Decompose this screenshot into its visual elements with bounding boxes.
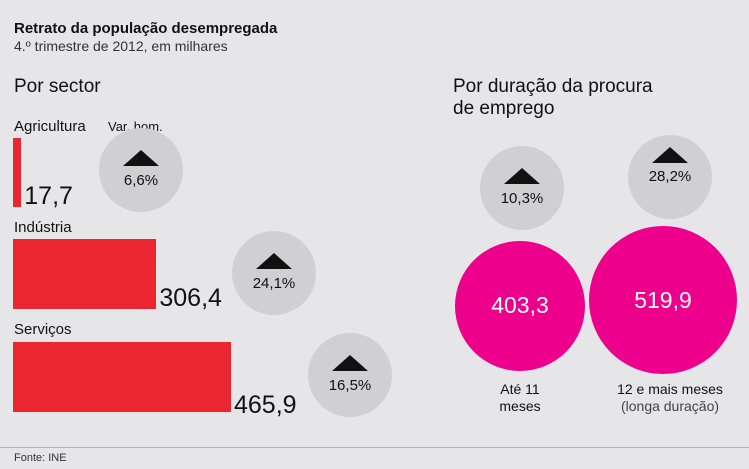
bubble-value: 519,9 (634, 286, 692, 313)
change-circle: 28,2% (628, 135, 712, 219)
chart-subtitle: 4.º trimestre de 2012, em milhares (14, 38, 228, 54)
change-circle: 24,1% (232, 231, 316, 315)
chart-title: Retrato da população desempregada (14, 20, 278, 37)
change-circle: 10,3% (480, 146, 564, 230)
bar-servicos (13, 342, 231, 412)
bar-agricultura (13, 138, 22, 207)
arrow-up-icon (652, 147, 688, 163)
bubble-12-mais-meses: 519,9 (589, 226, 737, 374)
label-line: meses (499, 398, 541, 414)
change-value: 10,3% (500, 190, 544, 207)
heading-line: Por duração da procura (453, 76, 653, 97)
bubble-label: Até 11 meses (470, 381, 570, 415)
change-value: 16,5% (328, 377, 372, 394)
heading-line: de emprego (453, 98, 555, 119)
arrow-up-icon (504, 168, 540, 184)
category-label: Serviços (14, 321, 72, 338)
divider (0, 447, 749, 448)
label-line: (longa duração) (620, 398, 720, 414)
sector-heading: Por sector (14, 76, 101, 97)
value-label: 17,7 (24, 182, 73, 210)
arrow-up-icon (256, 253, 292, 269)
category-label: Indústria (14, 219, 72, 236)
value-label: 306,4 (159, 284, 222, 312)
bubble-label: 12 e mais meses (longa duração) (600, 381, 740, 415)
change-circle: 16,5% (308, 333, 392, 417)
bubble-value: 403,3 (491, 292, 549, 319)
bubble-ate-11-meses: 403,3 (454, 240, 586, 372)
arrow-up-icon (123, 150, 159, 166)
change-value: 24,1% (252, 275, 296, 292)
arrow-up-icon (332, 355, 368, 371)
change-value: 6,6% (123, 172, 159, 189)
bar-industria (13, 239, 157, 309)
label-line: Até 11 (500, 381, 540, 397)
source-note: Fonte: INE (14, 452, 67, 464)
label-line: 12 e mais meses (617, 381, 723, 397)
duration-heading: Por duração da procura de emprego (453, 76, 653, 120)
change-circle: 6,6% (99, 128, 183, 212)
value-label: 465,9 (234, 391, 297, 419)
category-label: Agricultura (14, 118, 86, 135)
change-value: 28,2% (648, 168, 692, 185)
